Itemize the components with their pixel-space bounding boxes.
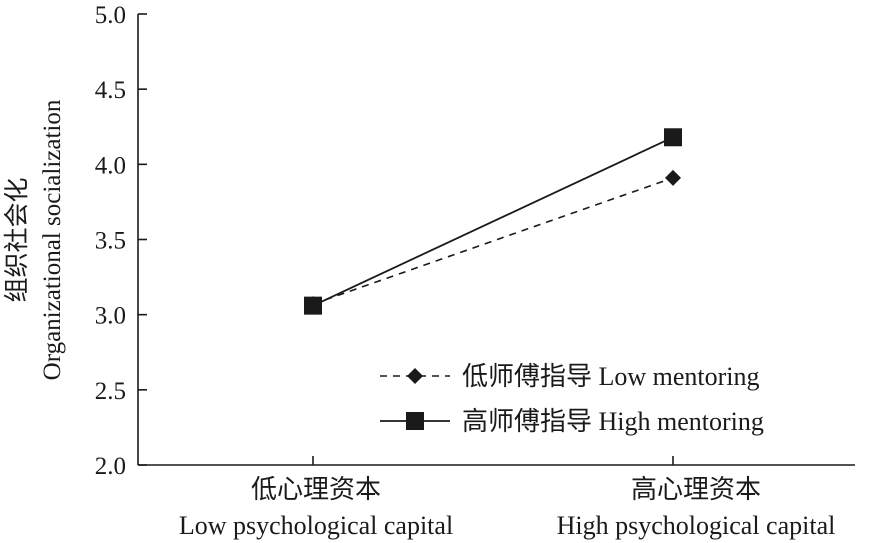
y-tick-label: 4.5 (95, 77, 126, 104)
x-tick-label-zh: 高心理资本 (631, 475, 761, 504)
series-group (304, 128, 682, 315)
y-axis-label-en: Organizational socialization (39, 99, 66, 380)
y-tick-label: 4.0 (95, 152, 126, 179)
x-ticks: 低心理资本 Low psychological capital 高心理资本 High … (179, 456, 836, 540)
series-line-high-mentoring (312, 136, 674, 307)
point-high-mentoring (304, 296, 322, 315)
y-tick-label: 5.0 (95, 2, 126, 29)
legend-marker-diamond (407, 368, 423, 384)
y-tick-label: 2.0 (95, 453, 126, 480)
y-axis-label-zh: 组织社会化 (3, 177, 31, 302)
y-tick-label: 3.0 (95, 303, 126, 330)
series-line-low-mentoring (312, 177, 674, 305)
legend-marker-square (406, 412, 424, 430)
y-ticks: 2.0 2.5 3.0 3.5 4.0 4.5 5.0 (95, 2, 147, 480)
legend: 低师傅指导 Low mentoring 高师傅指导 High mentoring (380, 362, 764, 436)
x-tick-label-en: High psychological capital (557, 511, 836, 540)
point-high-mentoring (664, 128, 682, 147)
y-tick-label: 2.5 (95, 378, 126, 405)
legend-label-low-mentoring: 低师傅指导 Low mentoring (462, 362, 760, 391)
x-tick-label-en: Low psychological capital (179, 511, 453, 540)
y-tick-label: 3.5 (95, 228, 126, 255)
point-low-mentoring (665, 169, 681, 186)
legend-label-high-mentoring: 高师傅指导 High mentoring (462, 407, 764, 436)
x-tick-label-zh: 低心理资本 (251, 475, 381, 504)
